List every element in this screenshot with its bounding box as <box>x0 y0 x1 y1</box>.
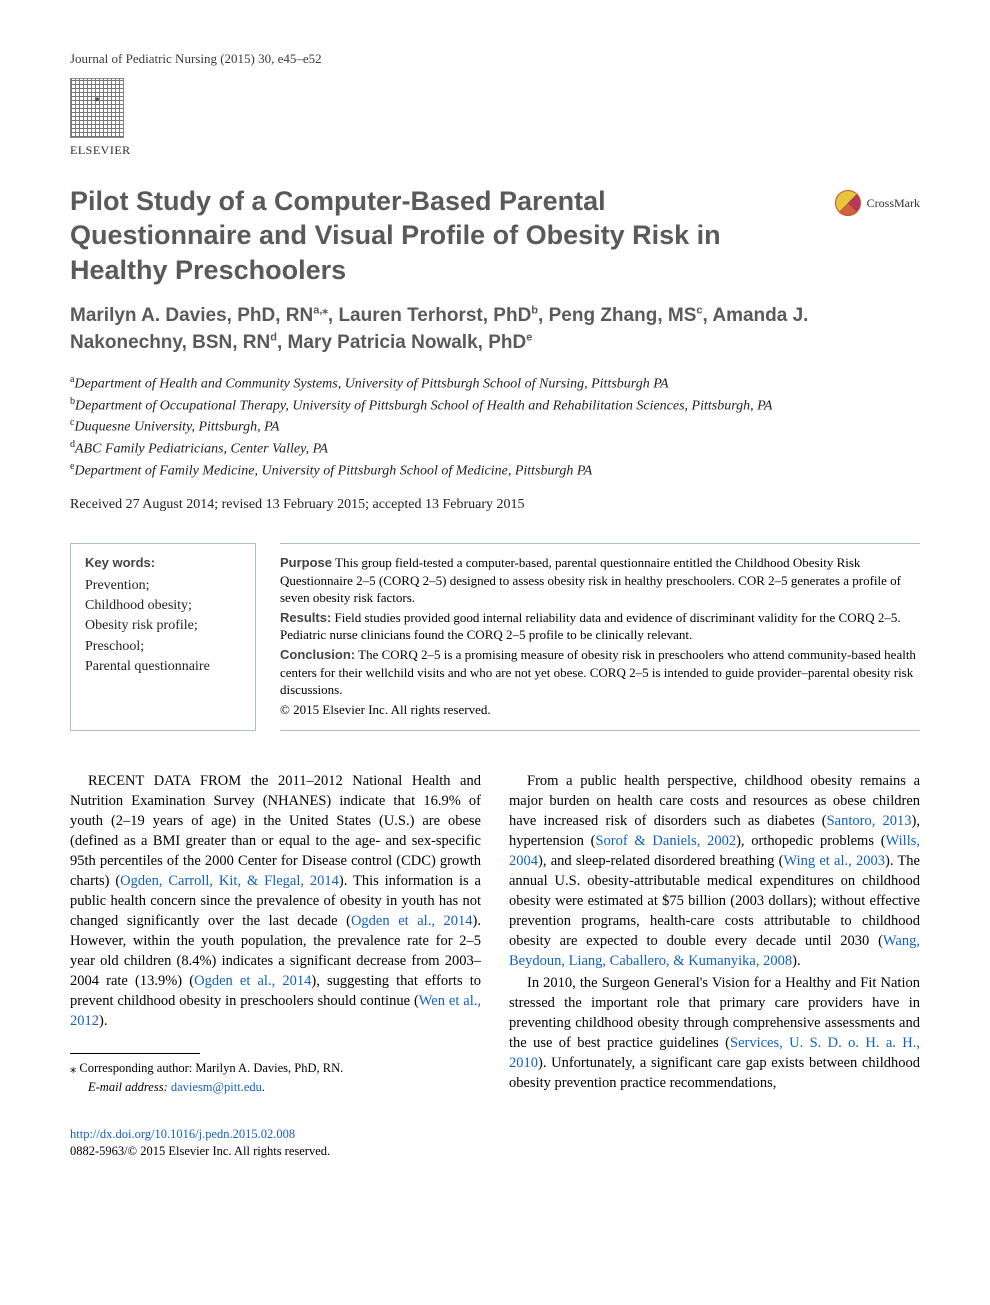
issn-copyright: 0882-5963/© 2015 Elsevier Inc. All right… <box>70 1143 920 1160</box>
abstract-row: Key words: Prevention; Childhood obesity… <box>70 543 920 731</box>
citation-link[interactable]: Ogden et al., 2014 <box>194 973 311 989</box>
keyword: Parental questionnaire <box>85 657 241 677</box>
citation-link[interactable]: Ogden et al., 2014 <box>351 913 473 929</box>
abstract-results: Results: Field studies provided good int… <box>280 609 920 644</box>
citation-link[interactable]: Santoro, 2013 <box>827 813 912 829</box>
author: Peng Zhang, MSc, <box>549 305 713 326</box>
corresponding-author-footnote: ⁎ Corresponding author: Marilyn A. Davie… <box>70 1060 481 1077</box>
crossmark-button[interactable]: CrossMark <box>835 190 920 216</box>
authors-line: Marilyn A. Davies, PhD, RNa,⁎, Lauren Te… <box>70 303 920 356</box>
elsevier-tree-icon <box>70 78 124 138</box>
citation-link[interactable]: Ogden, Carroll, Kit, & Flegal, 2014 <box>120 873 339 889</box>
article-title: Pilot Study of a Computer-Based Parental… <box>70 184 770 288</box>
left-column: RECENT DATA FROM the 2011–2012 National … <box>70 771 481 1098</box>
keyword: Childhood obesity; <box>85 596 241 616</box>
publisher-block: ELSEVIER <box>70 78 920 158</box>
abstract-copyright: © 2015 Elsevier Inc. All rights reserved… <box>280 701 920 719</box>
author: Marilyn A. Davies, PhD, RNa,⁎, <box>70 305 338 326</box>
keyword: Obesity risk profile; <box>85 616 241 636</box>
publisher-name: ELSEVIER <box>70 142 920 158</box>
keywords-box: Key words: Prevention; Childhood obesity… <box>70 543 256 731</box>
affiliation: cDuquesne University, Pittsburgh, PA <box>70 416 920 438</box>
citation-link[interactable]: Sorof & Daniels, 2002 <box>595 833 736 849</box>
keyword: Preschool; <box>85 637 241 657</box>
body-para: In 2010, the Surgeon General's Vision fo… <box>509 973 920 1093</box>
affiliations: aDepartment of Health and Community Syst… <box>70 373 920 483</box>
email-footnote: E-mail address: daviesm@pitt.edu. <box>70 1079 481 1096</box>
footnote-rule <box>70 1053 200 1054</box>
body-para: From a public health perspective, childh… <box>509 771 920 971</box>
abstract-box: Purpose This group field-tested a comput… <box>280 543 920 731</box>
running-head: Journal of Pediatric Nursing (2015) 30, … <box>70 50 920 68</box>
right-column: From a public health perspective, childh… <box>509 771 920 1098</box>
body-columns: RECENT DATA FROM the 2011–2012 National … <box>70 771 920 1098</box>
crossmark-label: CrossMark <box>867 195 920 211</box>
crossmark-icon <box>835 190 861 216</box>
article-history: Received 27 August 2014; revised 13 Febr… <box>70 496 920 515</box>
abstract-conclusion: Conclusion: The CORQ 2–5 is a promising … <box>280 646 920 699</box>
body-para: RECENT DATA FROM the 2011–2012 National … <box>70 771 481 1031</box>
doi-link[interactable]: http://dx.doi.org/10.1016/j.pedn.2015.02… <box>70 1127 295 1141</box>
keywords-heading: Key words: <box>85 554 241 572</box>
author: Mary Patricia Nowalk, PhDe <box>288 332 533 353</box>
citation-link[interactable]: Wing et al., 2003 <box>783 853 885 869</box>
affiliation: aDepartment of Health and Community Syst… <box>70 373 920 395</box>
abstract-purpose: Purpose This group field-tested a comput… <box>280 554 920 607</box>
author: Lauren Terhorst, PhDb, <box>338 305 548 326</box>
affiliation: eDepartment of Family Medicine, Universi… <box>70 460 920 482</box>
email-link[interactable]: daviesm@pitt.edu <box>171 1080 262 1094</box>
title-row: Pilot Study of a Computer-Based Parental… <box>70 184 920 288</box>
affiliation: dABC Family Pediatricians, Center Valley… <box>70 438 920 460</box>
page-footer: http://dx.doi.org/10.1016/j.pedn.2015.02… <box>70 1126 920 1160</box>
affiliation: bDepartment of Occupational Therapy, Uni… <box>70 395 920 417</box>
keyword: Prevention; <box>85 576 241 596</box>
